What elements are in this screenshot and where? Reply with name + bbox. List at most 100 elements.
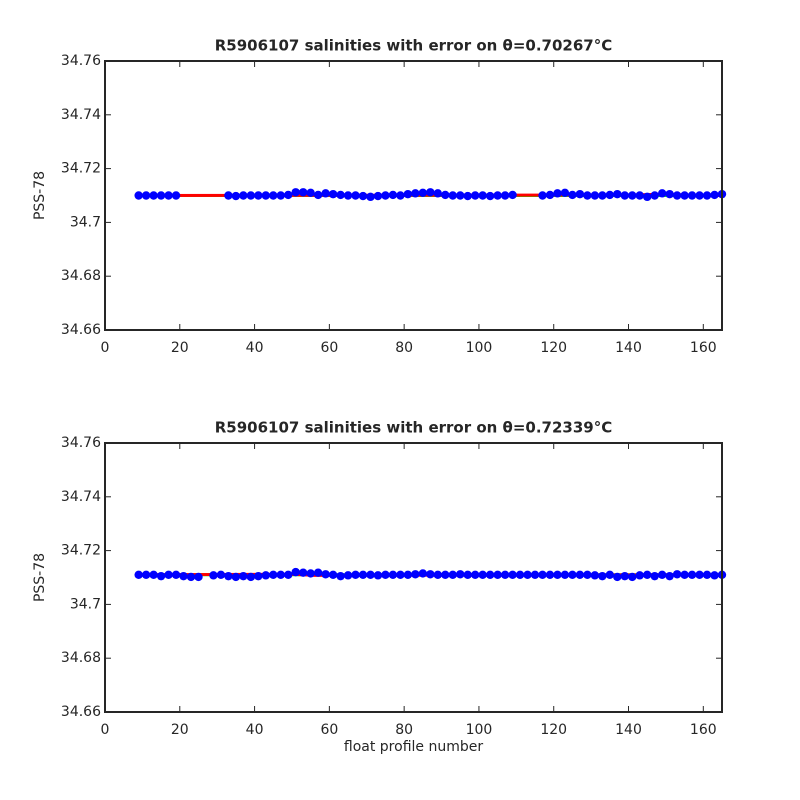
data-point	[156, 571, 166, 581]
data-point	[276, 570, 285, 580]
data-point	[628, 191, 637, 200]
data-point	[321, 570, 330, 579]
data-point	[605, 190, 615, 200]
x-tick-label: 80	[395, 722, 413, 738]
data-point	[456, 191, 465, 200]
data-point	[306, 188, 315, 198]
data-point	[613, 572, 622, 582]
subplot: 0 20 40 60 80 100 120 140 160 34.66 34.68 34.7 34.72…	[32, 37, 727, 356]
data-point	[426, 570, 435, 579]
data-point	[231, 572, 241, 582]
data-point	[261, 191, 270, 200]
data-point	[590, 571, 600, 580]
data-point	[351, 570, 360, 580]
data-point	[553, 570, 562, 580]
data-point	[396, 570, 405, 580]
data-point	[635, 191, 644, 200]
data-point	[620, 571, 629, 581]
data-point	[164, 191, 173, 200]
data-point	[702, 191, 712, 200]
data-point	[441, 570, 450, 580]
data-point	[186, 572, 196, 582]
data-point	[448, 570, 457, 580]
data-point	[493, 191, 502, 200]
data-point	[388, 190, 398, 200]
data-point	[583, 570, 592, 580]
data-point	[523, 570, 532, 580]
data-point	[366, 192, 375, 202]
y-tick-label: 34.68	[61, 650, 101, 666]
data-point	[643, 192, 652, 202]
data-point	[291, 567, 300, 577]
data-point	[433, 570, 443, 580]
x-tick-label: 40	[246, 340, 264, 356]
x-tick-label: 120	[540, 340, 567, 356]
y-axis-label: PSS-78	[32, 171, 48, 220]
y-tick-label: 34.72	[61, 543, 101, 559]
data-point	[643, 570, 652, 580]
data-point	[403, 570, 413, 580]
data-point	[613, 189, 622, 199]
data-point	[269, 570, 278, 580]
subplot: 0 20 40 60 80 100 120 140 160 34.66 34.68 34.7 34.72…	[32, 419, 727, 755]
data-point	[485, 570, 495, 580]
x-tick-label: 140	[615, 722, 642, 738]
y-tick-label: 34.76	[61, 53, 101, 69]
chart-title: R5906107 salinities with error on θ=0.72…	[215, 419, 613, 437]
data-point	[508, 190, 517, 200]
data-point	[433, 189, 443, 198]
data-point	[650, 571, 659, 581]
data-point	[485, 191, 495, 201]
data-point	[695, 570, 704, 580]
data-point	[568, 570, 577, 580]
data-point	[381, 570, 390, 580]
data-point	[239, 191, 248, 200]
data-point	[500, 191, 510, 200]
data-point	[321, 189, 330, 198]
data-point	[598, 191, 607, 200]
data-point	[530, 570, 540, 580]
data-point	[141, 570, 151, 580]
data-point	[710, 190, 719, 200]
data-point	[545, 570, 555, 580]
data-point	[680, 191, 689, 200]
x-tick-label: 0	[101, 340, 110, 356]
data-point	[553, 189, 562, 198]
data-point	[710, 571, 719, 580]
data-point	[366, 570, 375, 580]
data-point	[396, 191, 405, 200]
data-point	[672, 570, 682, 579]
data-point	[358, 191, 368, 201]
data-point	[545, 190, 555, 200]
data-point	[373, 571, 383, 580]
data-point	[568, 190, 577, 200]
x-tick-label: 0	[101, 722, 110, 738]
data-point	[306, 569, 315, 578]
data-point	[276, 191, 285, 200]
data-point	[478, 191, 487, 200]
data-point	[134, 570, 143, 580]
x-tick-label: 160	[690, 722, 717, 738]
data-point	[411, 189, 420, 198]
data-point	[575, 189, 585, 199]
axes-box	[104, 60, 723, 331]
data-point	[343, 571, 353, 580]
data-point	[665, 189, 674, 199]
data-point	[620, 191, 629, 200]
data-point	[680, 570, 689, 580]
data-point	[598, 571, 607, 581]
data-point	[388, 570, 398, 580]
data-point	[590, 191, 600, 200]
y-tick-label: 34.74	[61, 489, 101, 505]
data-point	[351, 191, 360, 200]
data-point	[583, 191, 592, 200]
y-tick-label: 34.66	[61, 322, 101, 338]
data-point	[463, 570, 472, 580]
x-tick-label: 60	[320, 340, 338, 356]
data-point	[156, 191, 166, 200]
x-tick-label: 100	[466, 340, 493, 356]
x-tick-label: 80	[395, 340, 413, 356]
data-point	[493, 570, 502, 580]
x-tick-label: 20	[171, 340, 189, 356]
